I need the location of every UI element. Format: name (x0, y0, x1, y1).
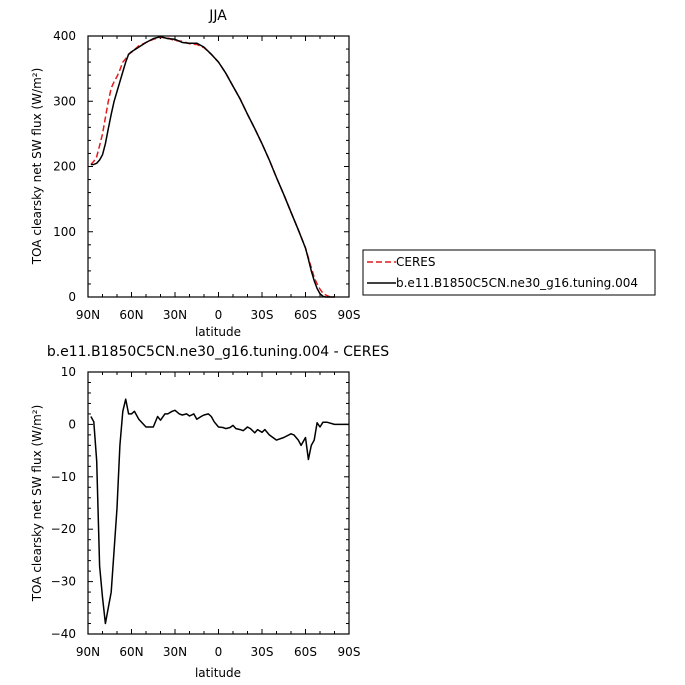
bottom-y-tick-label: −30 (51, 575, 76, 589)
legend-box (362, 249, 656, 296)
bottom-y-tick-label: −20 (51, 522, 76, 536)
top-x-tick-label: 30S (251, 308, 274, 322)
top-y-tick-label: 200 (53, 160, 76, 174)
top-y-tick-label: 0 (68, 290, 76, 304)
bottom-x-tick-label: 30N (163, 645, 187, 659)
bottom-x-tick-label: 60N (119, 645, 143, 659)
legend-label-ceres: CERES (396, 255, 436, 269)
top-x-tick-label: 60S (294, 308, 317, 322)
bottom-x-tick-label: 30S (251, 645, 274, 659)
bottom-x-axis-label: latitude (195, 666, 241, 680)
bottom-panel: b.e11.B1850C5CN.ne30_g16.tuning.004 - CE… (30, 344, 389, 680)
top-plot-frame (87, 35, 350, 298)
top-y-axis-label: TOA clearsky net SW flux (W/m²) (30, 68, 44, 266)
bottom-series-line-0 (90, 398, 349, 625)
bottom-x-tick-label: 90N (76, 645, 100, 659)
bottom-plot-frame (87, 371, 350, 635)
top-x-tick-label: 90S (338, 308, 361, 322)
top-y-tick-label: 100 (53, 225, 76, 239)
bottom-y-axis-label: TOA clearsky net SW flux (W/m²) (30, 405, 44, 603)
bottom-x-tick-label: 90S (338, 645, 361, 659)
top-x-tick-label: 90N (76, 308, 100, 322)
bottom-y-tick-label: 0 (68, 417, 76, 431)
top-y-tick-label: 400 (53, 29, 76, 43)
top-series-line-1 (90, 35, 335, 298)
bottom-chart-title: b.e11.B1850C5CN.ne30_g16.tuning.004 - CE… (47, 344, 389, 360)
top-series-line-0 (90, 36, 335, 298)
top-y-tick-label: 300 (53, 94, 76, 108)
top-x-tick-label: 0 (215, 308, 223, 322)
bottom-axes-ticks: 90N 60N 30N 0 30S 60S 90S −40 −30 −20 −10 0 10 (51, 365, 361, 659)
bottom-y-tick-label: −40 (51, 627, 76, 641)
bottom-x-tick-label: 0 (215, 645, 223, 659)
top-series-lines (90, 35, 335, 298)
legend-label-model: b.e11.B1850C5CN.ne30_g16.tuning.004 (396, 276, 638, 290)
top-chart-title: JJA (208, 8, 227, 24)
top-axes-ticks: 90N 60N 30N 0 30S 60S 90S 0 100 200 300 400 (53, 29, 360, 322)
bottom-x-tick-label: 60S (294, 645, 317, 659)
bottom-series-lines (90, 398, 349, 625)
bottom-y-tick-label: −10 (51, 470, 76, 484)
bottom-y-tick-label: 10 (61, 365, 76, 379)
top-x-axis-label: latitude (195, 325, 241, 339)
top-legend: CERES b.e11.B1850C5CN.ne30_g16.tuning.00… (362, 249, 656, 296)
top-x-tick-label: 30N (163, 308, 187, 322)
top-panel: JJA 90N 60N 30N 0 30S 60S 90S 0 100 200 300 400 lat… (30, 8, 656, 339)
top-x-tick-label: 60N (119, 308, 143, 322)
